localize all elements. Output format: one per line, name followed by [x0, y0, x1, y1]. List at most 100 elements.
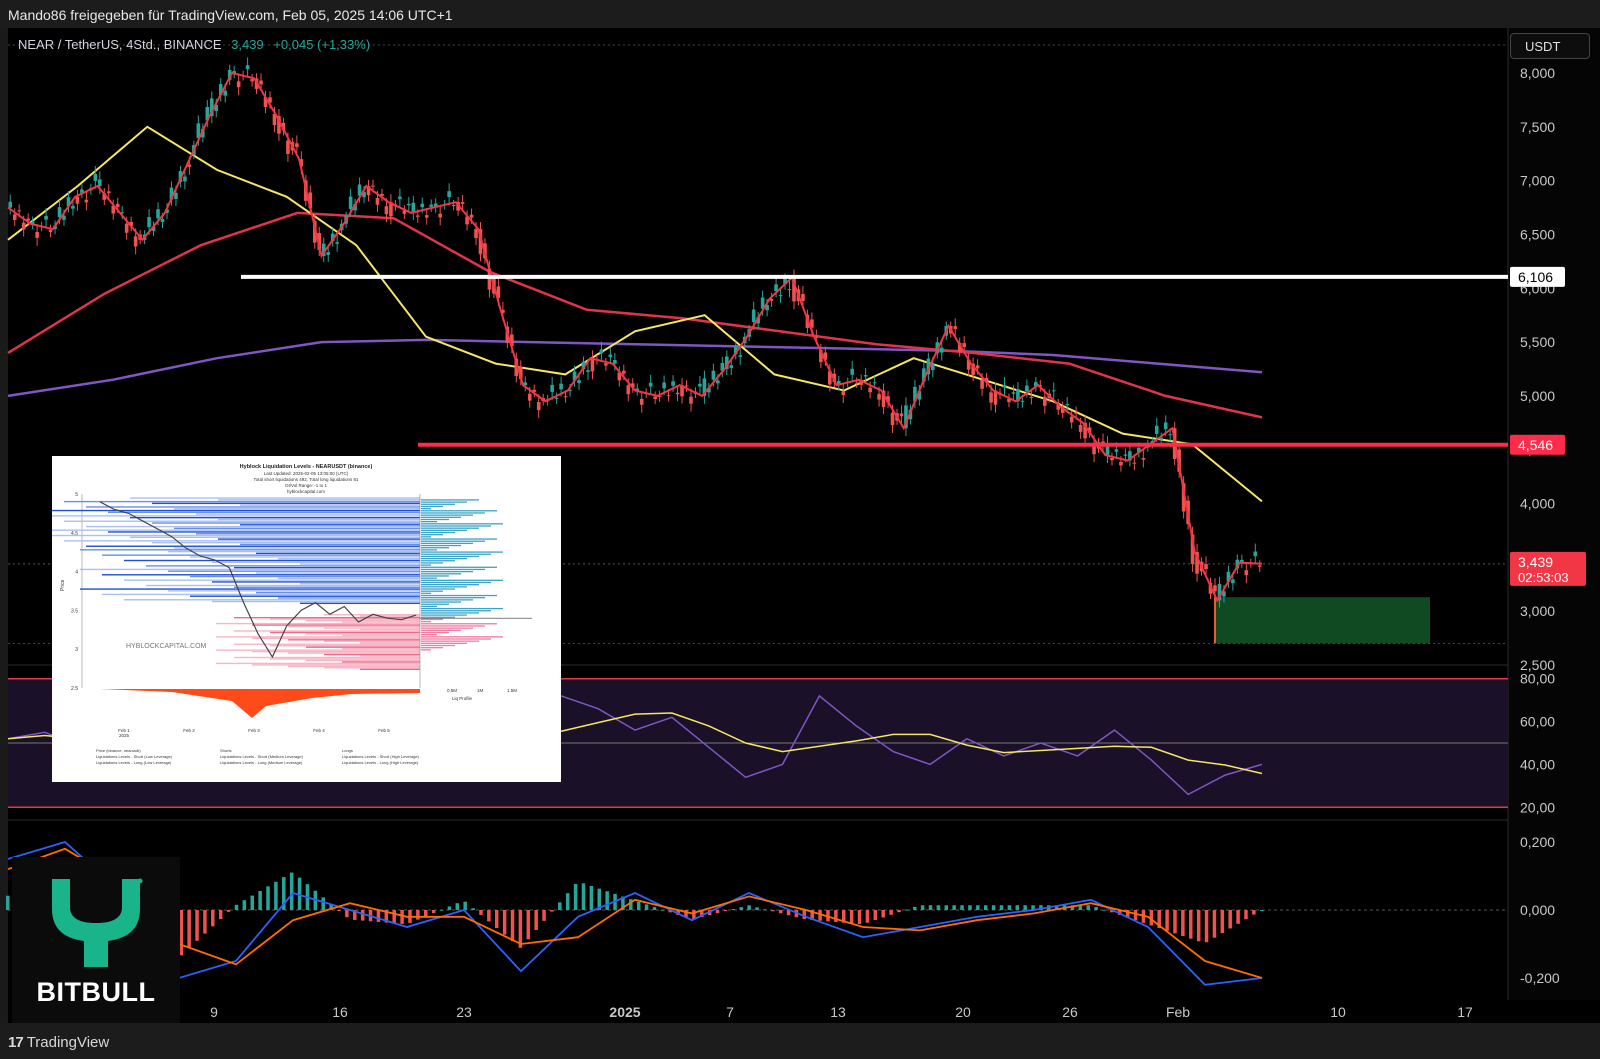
inset-long-band [216, 622, 420, 625]
candle-body [102, 193, 107, 200]
inset-profile-bar [421, 623, 497, 625]
candle-body [438, 213, 442, 218]
macd-histogram-bar [755, 907, 759, 910]
candle-body [317, 232, 322, 250]
candle-body [1025, 385, 1029, 392]
candle-body [8, 201, 13, 208]
candle-body [760, 297, 765, 309]
target-zone [1215, 597, 1430, 644]
inset-long-band [288, 639, 420, 641]
tradingview-logo[interactable]: 17 TradingView [8, 1034, 110, 1051]
inset-short-band [80, 588, 420, 590]
macd-histogram-bar [1110, 910, 1114, 913]
candle-body [1119, 461, 1123, 466]
macd-histogram-bar [1149, 910, 1154, 926]
macd-histogram-bar [636, 901, 641, 910]
candle-body [935, 342, 940, 354]
inset-long-band [234, 643, 420, 645]
inset-short-band [102, 574, 420, 576]
macd-histogram-bar [455, 903, 460, 910]
macd-histogram-bar [384, 910, 389, 923]
macd-histogram-bar [416, 910, 420, 920]
inset-short-band [130, 516, 420, 519]
inset-long-band [216, 649, 420, 651]
inset-short-band [64, 540, 420, 542]
candle-body [532, 389, 537, 392]
inset-short-band [256, 591, 420, 594]
candle-body [348, 196, 353, 209]
candle-body [599, 349, 604, 354]
candle-body [268, 97, 272, 103]
macd-histogram-bar [581, 883, 586, 910]
candle-body [868, 387, 872, 393]
inset-legend-item: Liquidations Levels - Short (High Levera… [342, 754, 420, 759]
candle-body [581, 361, 586, 370]
inset-profile-bar [421, 544, 461, 547]
candle-body [854, 382, 859, 384]
candle-body [26, 218, 30, 221]
candle-body [259, 80, 263, 85]
candle-body [129, 221, 133, 227]
candle-body [1231, 579, 1235, 584]
candle-body [487, 268, 492, 290]
candle-body [415, 215, 420, 217]
candle-body [904, 405, 908, 429]
candle-body [474, 229, 478, 239]
currency-button[interactable]: USDT [1510, 33, 1590, 59]
candle-body [1181, 483, 1186, 512]
candle-body [680, 385, 684, 397]
candle-body [1154, 425, 1159, 434]
macd-histogram-bar [329, 903, 333, 910]
candle-body [375, 197, 380, 205]
tv-icon: 17 [8, 1034, 24, 1051]
candle-body [214, 104, 219, 112]
liquidation-heatmap-inset: Hyblock Liquidation Levels - NEARUSDT (b… [52, 456, 561, 782]
inset-long-band [360, 668, 420, 670]
macd-histogram-bar [203, 910, 207, 934]
candle-body [563, 396, 568, 398]
inset-short-band [108, 531, 420, 533]
candle-body [277, 116, 281, 134]
inset-profile-bar [421, 610, 491, 612]
inset-profile-bar [421, 592, 431, 595]
candle-body [209, 98, 214, 117]
candle-body [863, 375, 868, 377]
candle-body [245, 65, 250, 69]
inset-short-band [86, 506, 420, 508]
candle-body [787, 289, 792, 291]
candle-body [554, 397, 559, 399]
inset-short-band [146, 584, 420, 587]
candle-body [501, 309, 505, 313]
inset-short-band [240, 524, 420, 526]
candle-body [1217, 583, 1222, 601]
candle-body [613, 359, 617, 364]
inset-short-band [190, 595, 420, 597]
inset-long-band [270, 645, 420, 647]
time-tick-label: 10 [1330, 1004, 1346, 1020]
inset-profile-bar [421, 579, 503, 581]
inset-short-band [52, 534, 420, 537]
inset-profile-bar [421, 573, 461, 575]
macd-histogram-bar [400, 910, 404, 924]
candle-body [617, 372, 622, 381]
candle-body [859, 379, 863, 385]
macd-histogram-bar [597, 888, 602, 910]
inset-profile-bar [421, 616, 455, 618]
inset-profile-bar [421, 649, 431, 651]
inset-x-tick: Feb 5 [378, 728, 390, 733]
inset-profile-bar [421, 547, 449, 549]
inset-profile-bar [421, 605, 437, 608]
candle-body [586, 370, 590, 372]
candle-body [335, 242, 339, 244]
candle-body [550, 384, 554, 392]
macd-histogram-bar [865, 910, 870, 923]
macd-histogram-bar [1054, 905, 1059, 910]
candle-body [850, 368, 855, 375]
candle-body [720, 362, 725, 371]
candle-body [622, 370, 626, 374]
ema-slow-line [7, 211, 1263, 419]
support-tag [1510, 434, 1565, 455]
candle-body [496, 286, 501, 298]
inset-y-tick: 4.5 [71, 531, 78, 537]
candle-body [939, 347, 944, 353]
